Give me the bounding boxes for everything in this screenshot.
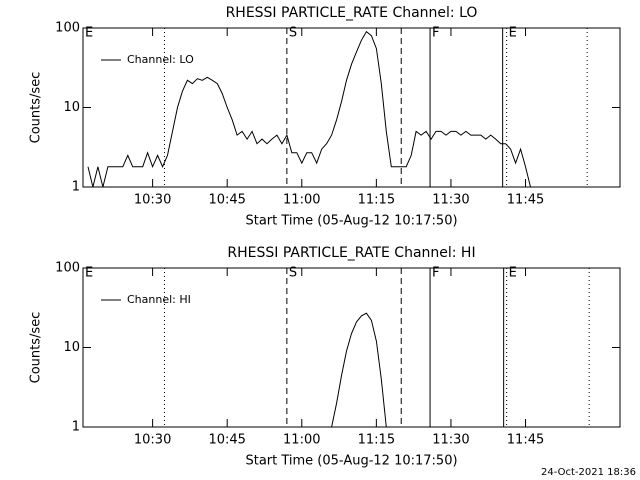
y-tick-label: 10 (63, 100, 80, 115)
event-flag: E (85, 26, 93, 41)
event-flag: E (85, 266, 93, 281)
x-tick-label: 11:30 (432, 193, 469, 208)
event-flag: E (509, 26, 517, 41)
x-tick-label: 11:15 (358, 433, 395, 448)
x-tick-label: 10:30 (134, 193, 171, 208)
x-tick-label: 11:45 (507, 433, 544, 448)
legend-label: Channel: LO (127, 53, 194, 66)
x-tick-label: 11:15 (358, 193, 395, 208)
y-axis-label: Counts/sec (29, 312, 44, 384)
y-tick-label: 1 (72, 180, 80, 195)
data-line (87, 30, 531, 188)
y-tick-label: 100 (55, 21, 80, 36)
y-axis-label: Counts/sec (29, 72, 44, 144)
y-tick-label: 100 (55, 261, 80, 276)
plot-frame (82, 27, 621, 188)
y-tick-label: 10 (63, 340, 80, 355)
x-tick-label: 11:30 (432, 433, 469, 448)
event-flag: F (432, 266, 439, 281)
x-tick-label: 11:45 (507, 193, 544, 208)
event-flag: F (432, 26, 439, 41)
x-tick-label: 10:30 (134, 433, 171, 448)
event-flag: S (289, 266, 297, 281)
x-tick-label: 11:00 (283, 433, 320, 448)
y-tick-label: 1 (72, 420, 80, 435)
event-flag: E (509, 266, 517, 281)
x-tick-label: 10:45 (208, 193, 245, 208)
plot-frame (82, 267, 621, 428)
chart-title: RHESSI PARTICLE_RATE Channel: HI (227, 245, 475, 261)
x-axis-label: Start Time (05-Aug-12 10:17:50) (245, 214, 457, 229)
data-line (331, 312, 387, 428)
event-flag: S (289, 26, 297, 41)
x-axis-label: Start Time (05-Aug-12 10:17:50) (245, 454, 457, 469)
legend-label: Channel: HI (127, 293, 191, 306)
chart-title: RHESSI PARTICLE_RATE Channel: LO (226, 5, 478, 21)
x-tick-label: 11:00 (283, 193, 320, 208)
x-tick-label: 10:45 (208, 433, 245, 448)
footer: 24-Oct-2021 18:36 (541, 467, 636, 478)
